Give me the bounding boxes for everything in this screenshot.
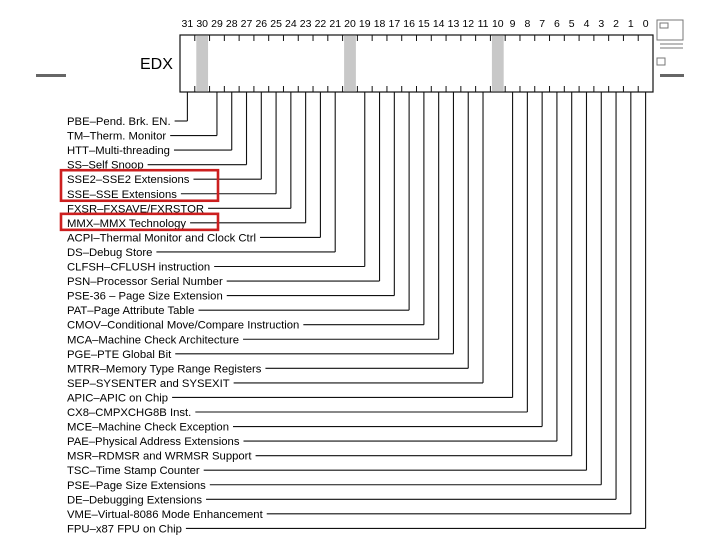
bit-number: 9 [510,18,516,30]
flag-label: CLFSH–CFLUSH instruction [67,262,210,274]
bit-number: 17 [388,18,400,30]
flag-label: PSE-36 – Page Size Extension [67,291,223,303]
bit-number: 18 [374,18,386,30]
flag-label: PAE–Physical Address Extensions [67,436,240,448]
bit-number: 26 [255,18,267,30]
highlight-box [59,168,220,203]
bit-number: 21 [329,18,341,30]
bit-number: 28 [226,18,238,30]
flag-label: MCA–Machine Check Architecture [67,334,239,346]
flag-label: TSC–Time Stamp Counter [67,465,200,477]
flag-label: PBE–Pend. Brk. EN. [67,116,171,128]
flag-label: VME–Virtual-8086 Mode Enhancement [67,509,264,521]
flag-label: DE–Debugging Extensions [67,494,202,506]
flag-label: TM–Therm. Monitor [67,131,166,143]
register-box [179,34,654,93]
bit-number: 13 [448,18,460,30]
flag-label: DS–Debug Store [67,247,152,259]
flag-label: PSE–Page Size Extensions [67,480,206,492]
bit-number: 10 [492,18,504,30]
bit-number: 5 [569,18,575,30]
bit-number: 22 [315,18,327,30]
bit-number: 31 [182,18,194,30]
flag-label: MCE–Machine Check Exception [67,422,229,434]
bit-number: 6 [554,18,560,30]
highlight-box [59,212,220,232]
reserved-bits [196,36,504,91]
flag-label: PSN–Processor Serial Number [67,276,223,288]
bit-number: 24 [285,18,297,30]
register-name: EDX [140,56,173,73]
bit-number: 11 [478,18,489,30]
bit-number: 29 [211,18,223,30]
bit-number: 14 [433,18,445,30]
flag-label: MSR–RDMSR and WRMSR Support [67,451,252,463]
flag-label: HTT–Multi-threading [67,145,170,157]
flag-label: MTRR–Memory Type Range Registers [67,363,262,375]
bit-number: 30 [196,18,208,30]
bit-number: 8 [524,18,530,30]
bit-number: 2 [613,18,619,30]
flag-label: PAT–Page Attribute Table [67,305,195,317]
bit-number: 27 [241,18,253,30]
flag-label: SSE2–SSE2 Extensions [67,174,190,186]
bit-number: 4 [584,18,590,30]
slide-rule-right [660,74,684,77]
flag-labels: PBE–Pend. Brk. EN. TM–Therm. Monitor HTT–M… [67,116,299,535]
bit-number: 0 [643,18,649,30]
reserved-bit-cell [196,36,209,91]
flag-label: CMOV–Conditional Move/Compare Instructio… [67,320,299,332]
bit-number-row: 31 30 29 28 27 26 25 24 23 22 21 20 19 18 17 16 15 14 13 12… [182,18,649,30]
bit-number: 20 [344,18,356,30]
bit-number: 23 [300,18,312,30]
reserved-bit-cell [491,36,504,91]
flag-label: SS–Self Snoop [67,160,144,172]
bit-number: 7 [539,18,545,30]
bit-number: 3 [598,18,604,30]
bit-number: 1 [628,18,634,30]
bit-number: 12 [462,18,474,30]
flag-label: SEP–SYSENTER and SYSEXIT [67,378,230,390]
bit-number: 19 [359,18,371,30]
slide-corner-icon [656,19,684,66]
bit-number: 25 [270,18,282,30]
flag-label: MMX–MMX Technology [67,218,186,230]
flag-label: PGE–PTE Global Bit [67,349,172,361]
bit-tick-marks [179,35,639,92]
flag-label: APIC–APIC on Chip [67,392,168,404]
flag-connectors [147,92,647,529]
flag-label: FXSR–FXSAVE/FXRSTOR [67,203,204,215]
slide-rule-left [36,74,66,77]
flag-label: FPU–x87 FPU on Chip [67,523,182,535]
reserved-bit-cell [344,36,356,91]
bit-number: 15 [418,18,430,30]
flag-label: SSE–SSE Extensions [67,189,177,201]
flag-label: ACPI–Thermal Monitor and Clock Ctrl [67,232,256,244]
highlight-boxes [59,168,220,232]
bit-number: 16 [403,18,415,30]
flag-label: CX8–CMPXCHG8B Inst. [67,407,191,419]
